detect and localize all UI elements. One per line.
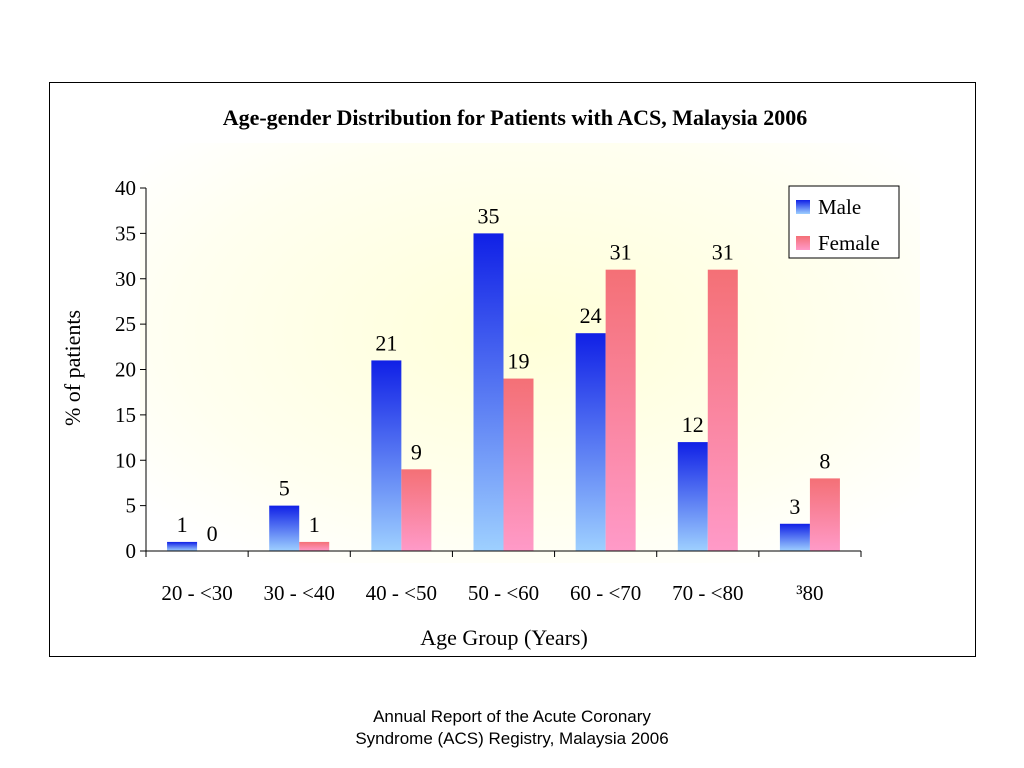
x-category-label-2: 40 - <50 xyxy=(366,581,437,605)
data-label-female-6: 8 xyxy=(819,448,830,473)
x-axis-title: Age Group (Years) xyxy=(420,625,588,650)
y-tick-label-5: 5 xyxy=(126,494,137,518)
y-tick-label-10: 10 xyxy=(115,448,136,472)
bar-male-0 xyxy=(167,541,198,551)
y-tick-label-35: 35 xyxy=(115,221,136,245)
y-tick-label-40: 40 xyxy=(115,176,136,200)
data-label-male-0: 1 xyxy=(177,512,188,537)
legend-label-male: Male xyxy=(818,195,861,219)
chart-title: Age-gender Distribution for Patients wit… xyxy=(223,105,808,130)
x-category-label-5: 70 - <80 xyxy=(672,581,743,605)
y-tick-label-30: 30 xyxy=(115,267,136,291)
data-label-male-3: 35 xyxy=(478,203,500,228)
bars-layer xyxy=(167,233,840,551)
bar-female-4 xyxy=(605,269,636,551)
data-label-female-4: 31 xyxy=(610,240,632,265)
bar-female-3 xyxy=(503,378,534,551)
y-tick-label-25: 25 xyxy=(115,312,136,336)
axes-layer xyxy=(140,187,862,557)
y-tick-label-20: 20 xyxy=(115,358,136,382)
chart: Age-gender Distribution for Patients wit… xyxy=(60,105,920,650)
legend-swatch-female xyxy=(796,236,810,250)
data-label-female-1: 1 xyxy=(309,512,320,537)
x-category-label-3: 50 - <60 xyxy=(468,581,539,605)
bar-female-1 xyxy=(299,541,330,551)
data-label-female-2: 9 xyxy=(411,439,422,464)
data-label-female-0: 0 xyxy=(207,521,218,546)
legend-swatch-male xyxy=(796,200,810,214)
data-label-female-3: 19 xyxy=(508,349,530,374)
data-label-male-1: 5 xyxy=(279,476,290,501)
data-label-male-2: 21 xyxy=(375,330,397,355)
data-label-female-5: 31 xyxy=(712,240,734,265)
y-tick-label-0: 0 xyxy=(126,539,137,563)
legend: Male Female xyxy=(788,185,900,259)
chart-frame: Age-gender Distribution for Patients wit… xyxy=(49,82,976,657)
y-tick-label-15: 15 xyxy=(115,403,136,427)
bar-male-6 xyxy=(779,523,810,551)
footer-line-2: Syndrome (ACS) Registry, Malaysia 2006 xyxy=(355,729,669,748)
x-category-label-1: 30 - <40 xyxy=(264,581,335,605)
bar-male-3 xyxy=(473,233,504,551)
data-label-male-5: 12 xyxy=(682,412,704,437)
y-axis-title: % of patients xyxy=(60,310,85,426)
x-category-label-4: 60 - <70 xyxy=(570,581,641,605)
data-label-male-4: 24 xyxy=(580,303,602,328)
footer-caption: Annual Report of the Acute Coronary Synd… xyxy=(0,706,1024,750)
footer-line-1: Annual Report of the Acute Coronary xyxy=(373,707,651,726)
bar-female-5 xyxy=(707,269,738,551)
bar-male-4 xyxy=(575,333,606,551)
bar-female-6 xyxy=(809,478,840,551)
x-category-label-0: 20 - <30 xyxy=(161,581,232,605)
bar-male-2 xyxy=(371,360,402,551)
x-category-label-6: ³80 xyxy=(796,581,823,605)
bar-female-2 xyxy=(401,469,432,551)
bar-male-5 xyxy=(677,442,708,551)
legend-label-female: Female xyxy=(818,231,880,255)
data-label-male-6: 3 xyxy=(789,494,800,519)
bar-male-1 xyxy=(269,505,300,551)
